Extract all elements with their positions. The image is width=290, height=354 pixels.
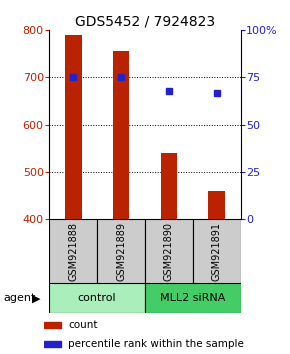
- Bar: [161, 153, 177, 219]
- Bar: [44, 321, 61, 328]
- Text: control: control: [78, 293, 117, 303]
- Bar: [145, 283, 241, 313]
- Title: GDS5452 / 7924823: GDS5452 / 7924823: [75, 15, 215, 29]
- Text: MLL2 siRNA: MLL2 siRNA: [160, 293, 226, 303]
- Text: percentile rank within the sample: percentile rank within the sample: [68, 339, 244, 349]
- Text: GSM921889: GSM921889: [116, 222, 126, 281]
- Bar: [44, 341, 61, 348]
- Bar: [193, 219, 241, 283]
- Bar: [145, 219, 193, 283]
- Text: GSM921888: GSM921888: [68, 222, 78, 281]
- Text: count: count: [68, 320, 98, 330]
- Bar: [113, 51, 129, 219]
- Text: agent: agent: [3, 293, 35, 303]
- Text: GSM921891: GSM921891: [212, 222, 222, 281]
- Bar: [49, 219, 97, 283]
- Bar: [49, 283, 145, 313]
- Bar: [97, 219, 145, 283]
- Text: ▶: ▶: [32, 293, 40, 303]
- Bar: [65, 35, 81, 219]
- Bar: [209, 191, 225, 219]
- Text: GSM921890: GSM921890: [164, 222, 174, 281]
